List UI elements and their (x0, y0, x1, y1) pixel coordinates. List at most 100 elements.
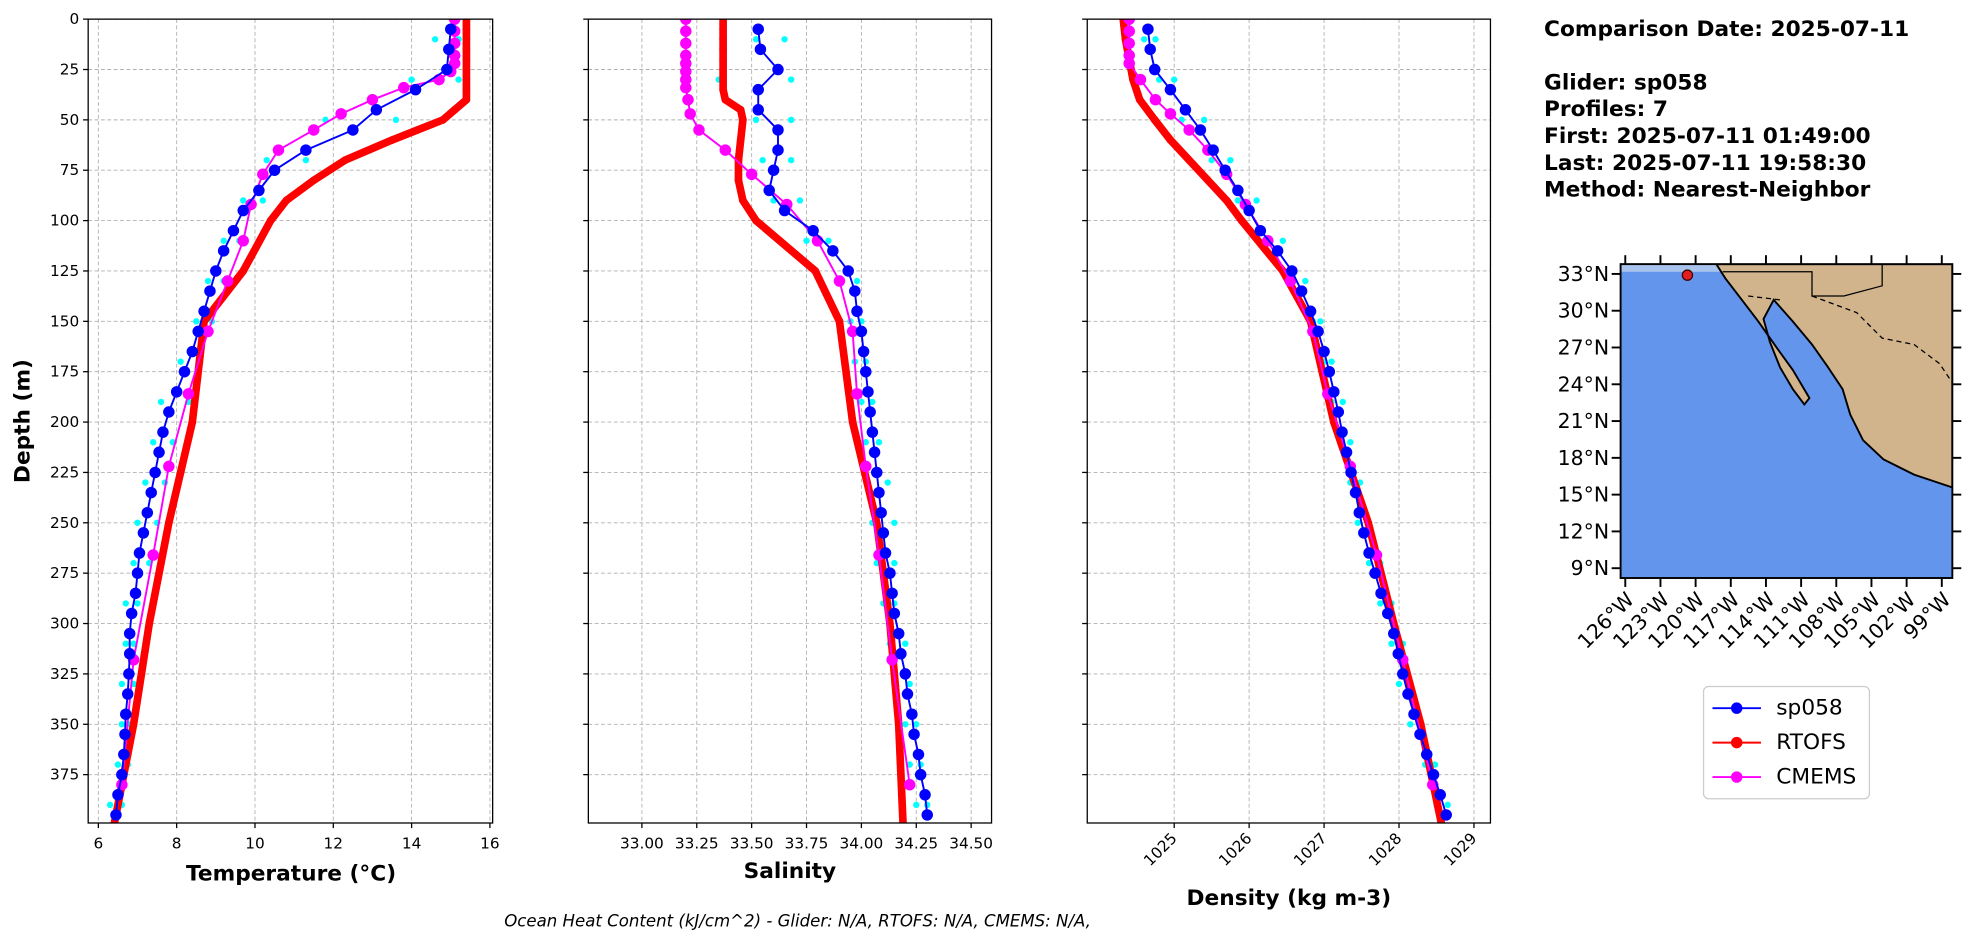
profile-point (217, 245, 230, 257)
profile-point (177, 358, 184, 365)
profile-point (1388, 640, 1395, 647)
profile-point (1402, 688, 1414, 700)
profile-point (1232, 184, 1244, 197)
profile-point (157, 398, 165, 406)
map-tick-label: 27°N (1558, 335, 1609, 359)
profile-point (1328, 386, 1340, 398)
profile-point (719, 35, 727, 44)
profile-point (1431, 761, 1439, 768)
x-tick-label: 10 (245, 834, 264, 852)
profile-point (1170, 76, 1178, 83)
profile-point (462, 65, 471, 74)
plot-area (106, 19, 471, 823)
profile-point (239, 267, 248, 275)
y-tick-label: 325 (50, 665, 79, 683)
profile-point (110, 821, 118, 823)
profile-point (752, 36, 760, 43)
x-tick-label: 16 (480, 834, 499, 852)
profile-point (1388, 627, 1400, 640)
profile-point (827, 245, 839, 257)
profile-point (268, 164, 281, 176)
profile-point (204, 285, 216, 297)
profile-point (157, 426, 169, 438)
profile-point (912, 748, 925, 761)
profile-point (210, 265, 222, 277)
profile-point (431, 36, 439, 43)
profile-point (134, 519, 141, 526)
y-tick-label: 50 (60, 111, 79, 129)
profile-point (1427, 768, 1440, 781)
x-tick-label: 1029 (1440, 829, 1480, 869)
profile-point (680, 19, 692, 25)
profile-point (1164, 108, 1177, 120)
profile-point (1183, 124, 1195, 136)
profile-point (170, 386, 183, 398)
profile-point (1208, 156, 1215, 164)
profile-point (309, 176, 318, 185)
y-tick-label: 125 (50, 262, 79, 280)
profile-point (118, 721, 126, 728)
profile-point (869, 398, 876, 406)
profile-point (1414, 728, 1426, 741)
profile-point (1317, 318, 1324, 325)
x-axis-label: Density (kg m-3) (1187, 886, 1392, 911)
profile-point (1219, 164, 1231, 176)
y-tick-label: 75 (60, 161, 79, 179)
profile-point (1185, 156, 1194, 164)
profile-point (860, 460, 872, 473)
x-tick-label: 33.50 (730, 834, 774, 852)
profile-point (392, 116, 400, 124)
profile-point (1271, 245, 1284, 257)
map-tick-label: 15°N (1558, 483, 1609, 507)
profile-point (1345, 466, 1357, 479)
profile-point (1392, 648, 1405, 660)
profile-point (131, 567, 144, 579)
profile-point (1149, 93, 1162, 106)
info-line: Method: Nearest-Neighbor (1544, 178, 1871, 203)
profile-point (853, 277, 861, 285)
profile-point (1302, 277, 1309, 285)
profile-point (864, 406, 876, 418)
profile-point (902, 640, 909, 647)
profile-point (1204, 176, 1212, 185)
profile-point (913, 801, 920, 809)
profile-point (752, 216, 760, 225)
profile-point (752, 83, 764, 96)
profile-point (1336, 426, 1348, 438)
profile-point (736, 136, 745, 144)
profile-point (121, 688, 134, 700)
glider-location (1681, 269, 1694, 281)
profile-point (763, 184, 775, 197)
profile-point (1377, 600, 1384, 607)
profile-point (721, 95, 730, 104)
profile-point (163, 406, 175, 418)
profile-point (202, 325, 214, 338)
profile-point (1340, 446, 1353, 459)
profile-point (886, 654, 898, 666)
profile-point (227, 224, 240, 237)
profile-point (719, 144, 732, 156)
profile-point (680, 65, 692, 78)
profile-point (719, 45, 727, 54)
profile-point (112, 789, 124, 801)
profile-point (1353, 506, 1366, 519)
profile-point (888, 607, 901, 620)
profile-point (1349, 486, 1362, 499)
profile-point (147, 549, 159, 561)
profile-point (1129, 75, 1137, 84)
profile-point (347, 124, 359, 136)
profile-point (388, 136, 396, 144)
profile-point (886, 587, 898, 600)
profile-point (1234, 197, 1242, 204)
profile-point (719, 65, 727, 74)
y-tick-label: 0 (70, 10, 80, 28)
profile-point (137, 527, 150, 539)
profile-point (921, 809, 933, 821)
profile-point (891, 519, 898, 526)
profile-point (739, 196, 747, 205)
profile-point (439, 116, 447, 124)
profile-point (448, 19, 461, 25)
profile-point (914, 768, 927, 781)
profile-point (1395, 680, 1403, 688)
profile-point (130, 640, 137, 647)
